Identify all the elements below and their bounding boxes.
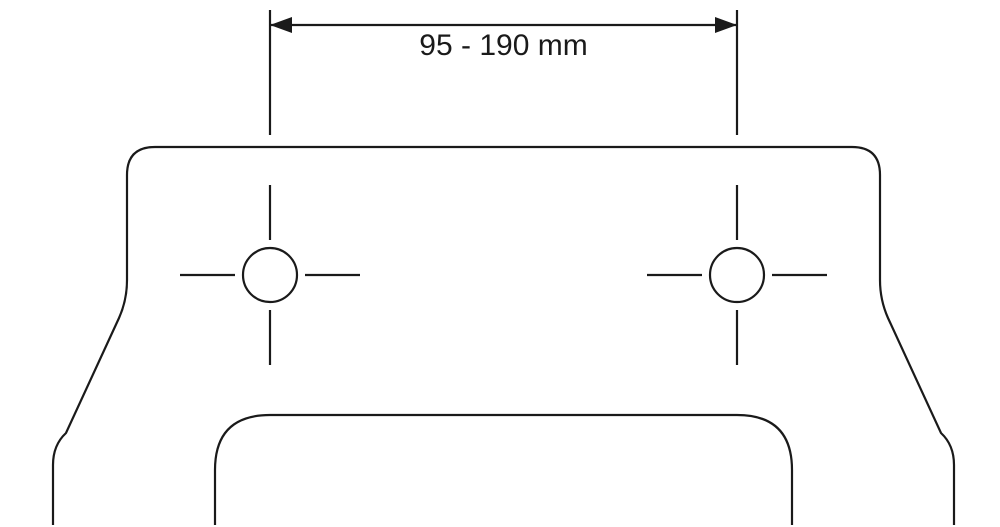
mounting-holes	[180, 185, 827, 365]
dimension-annotation: 95 - 190 mm	[270, 10, 737, 135]
inner-cutout	[215, 415, 792, 525]
technical-drawing: 95 - 190 mm	[0, 0, 1000, 527]
arrowhead-right	[715, 17, 737, 33]
dimension-label: 95 - 190 mm	[419, 29, 587, 62]
mounting-hole-1	[243, 248, 297, 302]
mounting-hole-2	[710, 248, 764, 302]
arrowhead-left	[270, 17, 292, 33]
part-outline	[53, 147, 954, 525]
